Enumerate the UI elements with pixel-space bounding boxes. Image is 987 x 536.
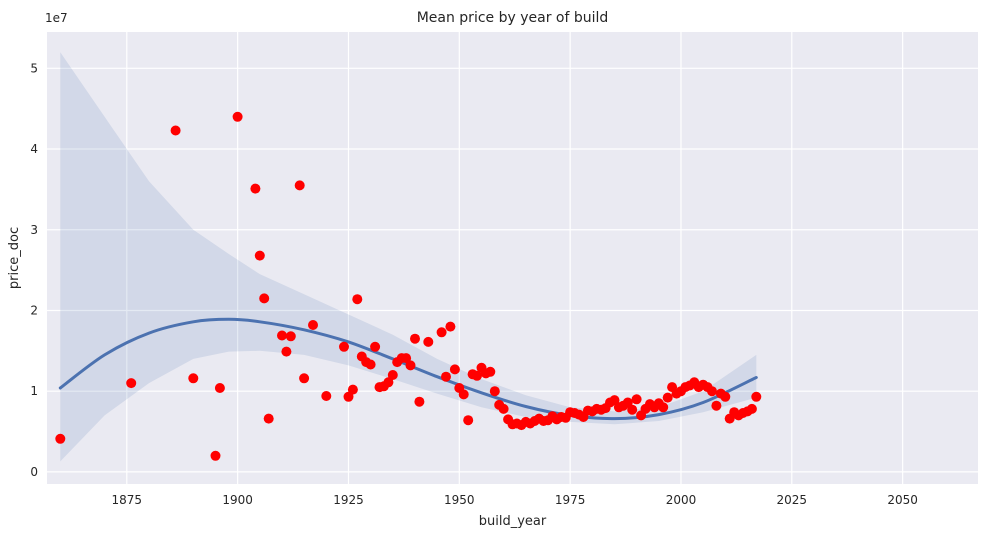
data-point xyxy=(658,402,669,413)
y-tick-labels: 0 1 2 3 4 5 xyxy=(30,61,38,479)
confidence-band xyxy=(60,52,757,462)
data-point xyxy=(370,341,381,352)
x-tick-label: 1925 xyxy=(333,493,364,507)
data-point xyxy=(423,336,434,347)
y-tick-label: 3 xyxy=(30,223,38,237)
x-tick-label: 1900 xyxy=(222,493,253,507)
data-point xyxy=(352,294,363,305)
x-tick-label: 2025 xyxy=(777,493,808,507)
x-tick-label: 2050 xyxy=(887,493,918,507)
data-point xyxy=(339,341,349,352)
y-offset-label: 1e7 xyxy=(45,11,68,25)
data-point xyxy=(711,400,722,411)
fit-line xyxy=(58,317,758,421)
data-point xyxy=(436,327,447,338)
data-point xyxy=(631,394,642,405)
plot-background xyxy=(47,32,978,484)
data-point xyxy=(232,111,243,122)
data-point xyxy=(498,403,509,414)
data-point xyxy=(285,331,296,342)
data-point xyxy=(485,366,496,377)
data-point xyxy=(458,389,469,400)
data-point xyxy=(347,384,358,395)
data-point xyxy=(707,386,717,397)
data-point xyxy=(210,450,221,461)
data-point xyxy=(627,404,638,415)
data-point xyxy=(365,359,376,370)
data-point xyxy=(254,250,265,261)
scatter-points xyxy=(55,111,762,461)
data-point xyxy=(472,370,482,381)
x-axis-label: build_year xyxy=(479,514,547,529)
data-point xyxy=(387,370,398,380)
data-point xyxy=(250,183,261,194)
data-point xyxy=(609,395,620,406)
data-point xyxy=(294,180,305,191)
x-tick-label: 1950 xyxy=(444,493,475,507)
data-point xyxy=(259,293,270,304)
data-point xyxy=(410,333,420,344)
data-point xyxy=(263,413,274,424)
y-tick-label: 2 xyxy=(30,303,38,317)
data-point xyxy=(188,373,199,384)
y-tick-label: 4 xyxy=(30,142,38,156)
data-point xyxy=(277,330,287,341)
data-point xyxy=(214,383,225,393)
x-tick-label: 1975 xyxy=(555,493,586,507)
y-tick-label: 0 xyxy=(30,465,38,479)
data-point xyxy=(299,373,310,384)
data-point xyxy=(720,391,731,402)
grid xyxy=(47,32,978,484)
y-axis-label: price_doc xyxy=(7,227,22,289)
x-tick-label: 2000 xyxy=(666,493,697,507)
data-point xyxy=(445,321,456,332)
data-point xyxy=(441,371,451,382)
data-point xyxy=(751,391,762,402)
data-point xyxy=(662,392,673,403)
data-point xyxy=(489,386,500,397)
y-tick-label: 1 xyxy=(30,384,38,398)
x-tick-labels: 1875 1900 1925 1950 1975 2000 2025 2050 xyxy=(112,493,918,507)
data-point xyxy=(170,125,181,136)
data-point xyxy=(55,433,66,444)
data-point xyxy=(308,320,318,330)
data-point xyxy=(622,397,633,408)
data-point xyxy=(383,377,394,388)
data-point xyxy=(405,360,416,371)
chart-title: Mean price by year of build xyxy=(417,10,609,26)
y-tick-label: 5 xyxy=(30,61,38,75)
data-point xyxy=(401,353,412,364)
data-point xyxy=(321,391,332,401)
data-point xyxy=(414,396,425,407)
data-point xyxy=(746,403,757,414)
x-tick-label: 1875 xyxy=(112,493,143,507)
data-point xyxy=(343,391,354,402)
data-point xyxy=(449,364,460,375)
data-point xyxy=(126,378,137,389)
data-point xyxy=(281,346,292,357)
data-point xyxy=(463,415,474,426)
